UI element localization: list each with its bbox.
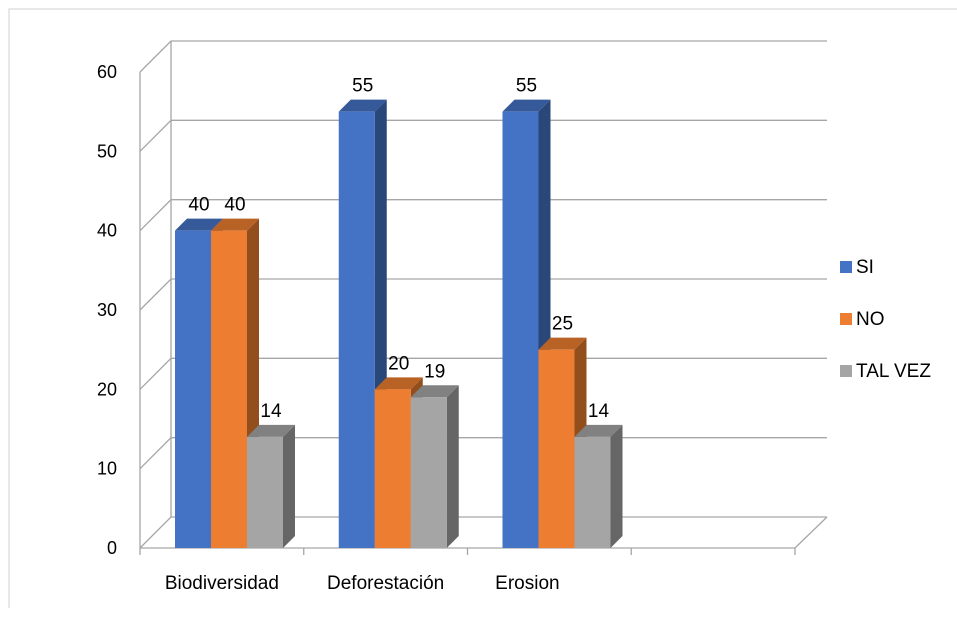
data-label: 55 xyxy=(516,76,537,97)
legend-entry: TAL VEZ xyxy=(856,361,931,382)
gridline xyxy=(140,41,827,72)
data-label: 14 xyxy=(260,401,282,422)
category-label: Biodiversidad xyxy=(165,573,279,594)
bar-tal-vez xyxy=(247,437,283,548)
legend-swatch xyxy=(840,261,852,273)
gridline xyxy=(140,120,827,151)
bar-side-tal-vez xyxy=(447,385,459,548)
legend-entry: SI xyxy=(856,257,874,278)
y-tick-label: 20 xyxy=(97,379,117,399)
y-tick-label: 0 xyxy=(107,538,117,558)
y-tick-label: 30 xyxy=(97,300,117,320)
bar-si xyxy=(175,231,211,548)
y-tick-label: 10 xyxy=(97,459,117,479)
legend: SI NO TAL VEZ xyxy=(840,257,931,382)
category-label: Deforestación xyxy=(327,573,444,594)
bar-no xyxy=(211,231,247,548)
bar-no xyxy=(539,350,575,548)
bar-tal-vez xyxy=(411,397,447,548)
category-label: Erosion xyxy=(495,573,559,594)
bar-si xyxy=(339,112,375,548)
legend-entry: NO xyxy=(856,309,885,330)
data-label: 55 xyxy=(352,76,373,97)
bar-tal-vez xyxy=(575,437,611,548)
chart-frame xyxy=(9,9,957,608)
y-tick-label: 40 xyxy=(97,221,117,241)
data-label: 40 xyxy=(188,195,209,216)
data-label: 20 xyxy=(388,353,409,374)
bar-side-tal-vez xyxy=(611,425,623,548)
bar-no xyxy=(375,389,411,548)
data-label: 25 xyxy=(552,314,573,335)
y-tick-label: 60 xyxy=(97,62,117,82)
data-label: 40 xyxy=(224,195,245,216)
bar-side-tal-vez xyxy=(283,425,295,548)
legend-swatch xyxy=(840,365,852,377)
y-tick-label: 50 xyxy=(97,141,117,161)
data-label: 14 xyxy=(588,401,610,422)
bar-si xyxy=(503,112,539,548)
legend-swatch xyxy=(840,313,852,325)
data-label: 19 xyxy=(424,361,445,382)
